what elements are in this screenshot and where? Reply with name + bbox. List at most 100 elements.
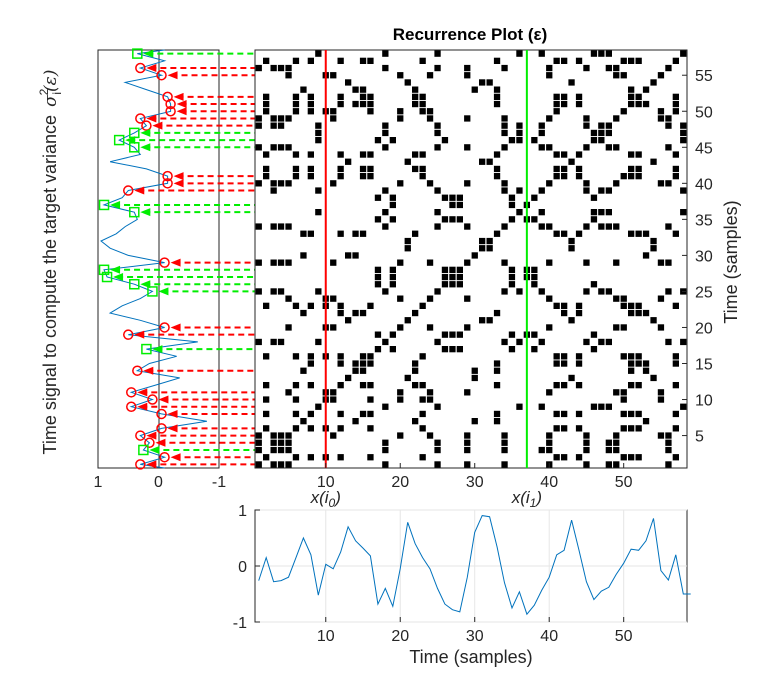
- rp-cell: [367, 454, 374, 461]
- rp-cell: [449, 346, 456, 353]
- rp-cell: [561, 360, 568, 367]
- rp-cell: [538, 122, 545, 129]
- rp-x-tick-label: 50: [615, 474, 633, 491]
- rp-cell: [337, 410, 344, 418]
- green-marker: [138, 444, 149, 456]
- green-arrow-head: [143, 49, 154, 58]
- rp-cell: [359, 353, 367, 360]
- green-marker: [101, 271, 113, 283]
- rp-cell: [263, 454, 270, 461]
- rp-cell: [493, 165, 501, 173]
- bottom-x-tick-label: 50: [615, 628, 633, 645]
- rp-cell: [590, 209, 598, 216]
- rp-cell: [613, 180, 620, 187]
- rp-cell: [412, 230, 419, 237]
- rp-cell: [583, 288, 590, 295]
- rp-cell: [613, 115, 620, 122]
- rp-cell: [538, 129, 545, 137]
- rp-cell: [598, 50, 605, 57]
- rp-cell: [568, 158, 575, 165]
- rp-cell: [263, 151, 270, 158]
- rp-cell: [575, 382, 583, 389]
- red-arrow-head: [152, 121, 163, 130]
- rp-cell: [419, 173, 426, 180]
- rp-cell: [568, 317, 575, 324]
- rp-cell: [389, 201, 396, 209]
- rp-cell: [426, 115, 434, 122]
- red-marker: [135, 430, 146, 441]
- rp-cell: [479, 317, 486, 324]
- rp-cell: [620, 57, 627, 64]
- rp-cell: [650, 79, 657, 86]
- rp-cell: [672, 57, 679, 64]
- rp-cell: [538, 50, 545, 57]
- rp-cell: [531, 281, 538, 288]
- rp-cell: [613, 144, 620, 151]
- rp-cell: [561, 302, 568, 309]
- rp-cell: [553, 93, 560, 100]
- rp-cell: [285, 180, 292, 187]
- green-marker: [147, 286, 158, 297]
- rp-cell: [397, 324, 404, 331]
- rp-cell: [367, 93, 374, 100]
- rp-cell: [397, 389, 404, 396]
- red-arrow-head: [176, 107, 187, 116]
- rp-cell: [583, 180, 590, 187]
- rp-cell: [434, 64, 441, 72]
- rp-cell: [292, 151, 300, 158]
- red-marker: [147, 394, 158, 405]
- rp-cell: [397, 108, 404, 115]
- rp-cell: [561, 454, 568, 461]
- bottom-y-tick-label: -1: [233, 615, 247, 632]
- rp-cell: [561, 93, 568, 100]
- rp-cell: [449, 273, 456, 281]
- rp-cell: [628, 93, 635, 100]
- rp-cell: [493, 57, 501, 64]
- rp-cell: [434, 338, 441, 346]
- rp-cell: [575, 410, 583, 418]
- rp-cell: [553, 382, 560, 389]
- rp-cell: [553, 425, 560, 432]
- rp-cell: [546, 439, 553, 446]
- rp-cell: [263, 100, 270, 108]
- red-marker: [156, 423, 167, 434]
- rp-cell: [345, 317, 352, 324]
- rp-cell: [568, 79, 575, 86]
- rp-cell: [620, 302, 627, 309]
- rp-cell: [419, 108, 426, 115]
- rp-cell: [449, 194, 456, 201]
- red-arrow-head: [155, 438, 166, 447]
- rp-cell: [270, 432, 277, 439]
- red-arrow-head: [170, 453, 181, 462]
- rp-cell: [628, 151, 635, 158]
- rp-cell: [493, 100, 501, 108]
- rp-x-tick-label: 30: [466, 474, 484, 491]
- rp-cell: [449, 331, 456, 338]
- rp-y-axis-label: Time (samples): [721, 200, 741, 323]
- rp-cell: [642, 309, 650, 317]
- rp-cell: [605, 439, 612, 446]
- rp-cell: [501, 144, 508, 151]
- rp-cell: [277, 144, 285, 151]
- rp-cell: [277, 338, 285, 346]
- rp-cell: [263, 396, 270, 403]
- rp-cell: [359, 57, 367, 64]
- rp-cell: [270, 122, 277, 129]
- rp-cell: [330, 115, 337, 122]
- rp-cell: [605, 338, 612, 346]
- red-arrow-head: [137, 388, 148, 397]
- rp-cell: [493, 410, 501, 418]
- rp-cell: [561, 100, 568, 108]
- time-signal-series: [258, 515, 691, 616]
- rp-cell: [546, 295, 553, 302]
- rp-cell: [531, 273, 538, 281]
- rp-cell: [263, 173, 270, 180]
- rp-cell: [277, 288, 285, 295]
- rp-cell: [575, 302, 583, 309]
- rp-cell: [441, 194, 449, 201]
- rp-cell: [352, 230, 359, 237]
- rp-cell: [561, 151, 568, 158]
- bottom-x-tick-label: 10: [317, 628, 335, 645]
- rp-cell: [508, 273, 516, 281]
